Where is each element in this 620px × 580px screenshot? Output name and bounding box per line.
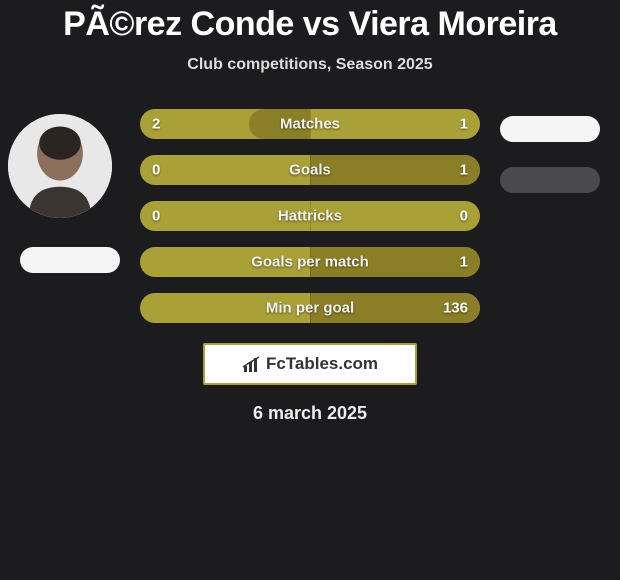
stat-right-value: 1 [460,254,468,271]
stat-right-value: 1 [460,116,468,133]
player-right-badge-1 [500,116,600,142]
stat-right-value: 1 [460,162,468,179]
player-left-badge [20,247,120,273]
date-label: 6 march 2025 [0,403,620,424]
stat-left-value: 2 [152,116,160,133]
stats-panel: 2 Matches 1 0 Goals 1 0 Hattricks 0 [140,109,480,323]
stat-left-value: 0 [152,162,160,179]
avatar-photo-icon [8,114,112,218]
stat-row-goals: 0 Goals 1 [140,155,480,185]
stat-row-matches: 2 Matches 1 [140,109,480,139]
subtitle: Club competitions, Season 2025 [0,56,620,74]
chart-icon [242,356,262,372]
stat-row-hattricks: 0 Hattricks 0 [140,201,480,231]
stat-left-value: 0 [152,208,160,225]
player-right-badge-2 [500,167,600,193]
stat-label: Goals per match [251,254,369,271]
stat-label: Min per goal [266,300,354,317]
stat-label: Hattricks [278,208,342,225]
stat-right-value: 136 [443,300,468,317]
stat-fill-right [310,155,480,185]
page-title: PÃ©rez Conde vs Viera Moreira [0,5,620,44]
stat-label: Goals [289,162,331,179]
fctables-logo[interactable]: FcTables.com [203,343,417,385]
stat-right-value: 0 [460,208,468,225]
stat-label: Matches [280,116,340,133]
comparison-content: 2 Matches 1 0 Goals 1 0 Hattricks 0 [0,109,620,424]
logo-text: FcTables.com [266,354,378,374]
stat-row-min-per-goal: Min per goal 136 [140,293,480,323]
stat-row-goals-per-match: Goals per match 1 [140,247,480,277]
player-left-avatar [8,114,112,218]
